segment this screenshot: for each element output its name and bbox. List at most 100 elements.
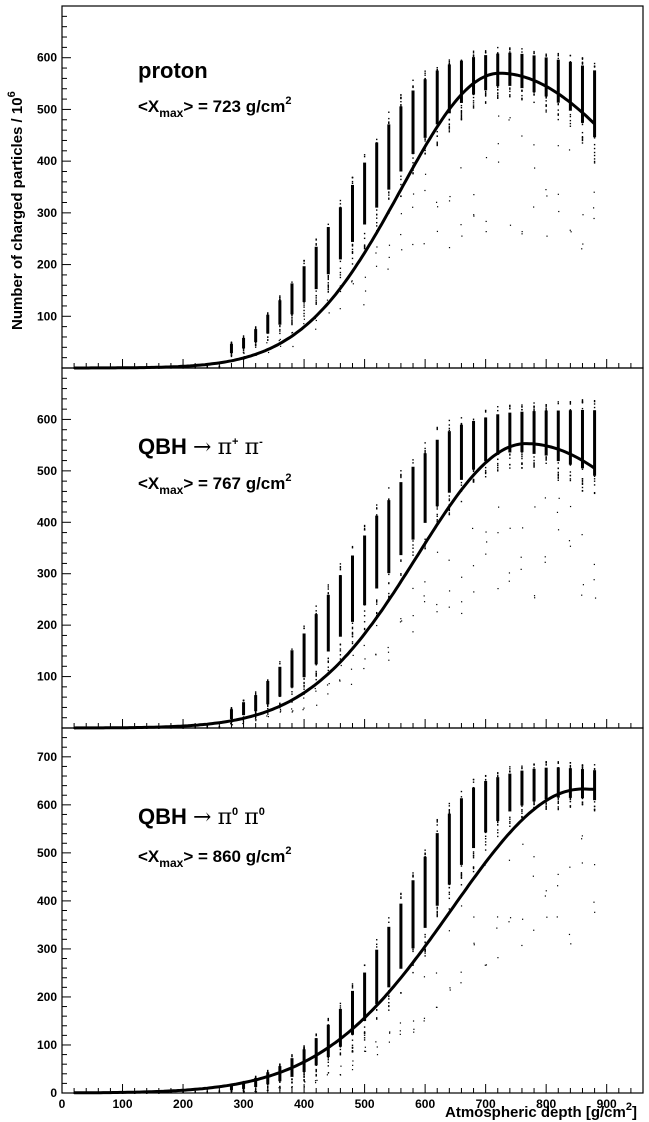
scatter-point: [315, 295, 317, 297]
scatter-point: [339, 1040, 342, 1043]
scatter-point: [460, 826, 463, 829]
scatter-point: [291, 1086, 293, 1089]
scatter-point: [521, 431, 523, 433]
scatter-point: [497, 97, 499, 99]
scatter-point: [327, 271, 329, 273]
scatter-point: [581, 768, 584, 771]
scatter-point: [557, 69, 559, 71]
scatter-point: [460, 428, 463, 431]
scatter-point: [448, 812, 451, 815]
scatter-point: [448, 508, 451, 510]
scatter-point: [279, 1076, 281, 1079]
scatter-point: [242, 711, 245, 713]
scatter-point: [388, 498, 390, 500]
scatter-point: [351, 563, 354, 566]
scatter-point: [400, 145, 402, 147]
scatter-point: [448, 818, 451, 821]
scatter-point: [327, 285, 329, 287]
scatter-point: [400, 960, 402, 962]
scatter-point: [497, 588, 499, 590]
scatter-point: [327, 263, 329, 266]
scatter-point: [533, 799, 535, 801]
scatter-point: [230, 717, 233, 719]
scatter-point: [545, 441, 547, 443]
scatter-point: [448, 129, 451, 131]
scatter-point: [484, 802, 487, 804]
scatter-point: [230, 714, 233, 717]
scatter-point: [581, 790, 584, 792]
scatter-point: [484, 791, 487, 794]
scatter-point: [557, 475, 559, 477]
scatter-point: [484, 830, 487, 832]
scatter-point: [545, 67, 547, 69]
scatter-point: [509, 90, 511, 93]
scatter-point: [254, 698, 257, 700]
scatter-point: [448, 886, 451, 889]
scatter-point: [424, 189, 426, 192]
scatter-point: [533, 465, 535, 467]
scatter-point: [339, 234, 342, 236]
scatter-point: [412, 904, 414, 906]
scatter-point: [254, 1090, 256, 1092]
scatter-point: [594, 597, 597, 599]
scatter-point: [351, 229, 354, 232]
scatter-point: [533, 85, 535, 88]
scatter-point: [388, 544, 390, 547]
scatter-point: [279, 308, 281, 310]
scatter-point: [412, 892, 414, 895]
scatter-point: [497, 84, 499, 86]
scatter-point: [533, 409, 535, 412]
scatter-point: [557, 808, 559, 811]
scatter-point: [423, 1017, 426, 1019]
scatter-point: [291, 286, 293, 288]
scatter-point: [472, 467, 475, 470]
scatter-point: [412, 544, 414, 546]
scatter-point: [593, 781, 596, 784]
scatter-point: [279, 295, 281, 297]
scatter-point: [388, 125, 390, 128]
scatter-point: [363, 976, 366, 978]
scatter-point: [436, 481, 438, 483]
scatter-point: [460, 447, 463, 449]
scatter-point: [388, 197, 390, 199]
scatter-point: [520, 556, 522, 558]
scatter-point: [400, 917, 402, 919]
scatter-point: [315, 1038, 317, 1040]
scatter-point: [267, 1089, 269, 1091]
scatter-point: [303, 262, 305, 265]
scatter-point: [533, 449, 535, 451]
scatter-point: [569, 795, 572, 798]
scatter-point: [412, 482, 414, 485]
scatter-point: [593, 83, 596, 85]
scatter-point: [339, 242, 342, 244]
scatter-point: [581, 97, 584, 99]
scatter-point: [509, 88, 511, 90]
scatter-point: [351, 280, 353, 282]
scatter-point: [436, 515, 438, 518]
scatter-point: [533, 75, 535, 77]
scatter-point: [412, 948, 414, 951]
scatter-point: [351, 1009, 354, 1012]
scatter-point: [291, 281, 293, 283]
scatter-point: [424, 105, 426, 107]
scatter-point: [581, 479, 584, 482]
scatter-point: [448, 838, 451, 840]
y-tick-label: 300: [37, 206, 57, 220]
scatter-point: [448, 513, 451, 516]
scatter-point: [521, 767, 523, 769]
scatter-point: [424, 904, 426, 907]
scatter-point: [593, 62, 596, 65]
scatter-point: [267, 1073, 269, 1075]
scatter-point: [412, 459, 414, 461]
scatter-point: [400, 911, 402, 913]
scatter-point: [376, 221, 378, 224]
scatter-point: [521, 437, 523, 440]
scatter-point: [472, 857, 475, 859]
scatter-point: [557, 76, 559, 79]
scatter-point: [545, 803, 547, 805]
scatter-point: [484, 816, 487, 818]
scatter-point: [472, 839, 475, 841]
scatter-point: [242, 1085, 245, 1087]
scatter-point: [388, 126, 390, 128]
scatter-point: [230, 716, 233, 718]
